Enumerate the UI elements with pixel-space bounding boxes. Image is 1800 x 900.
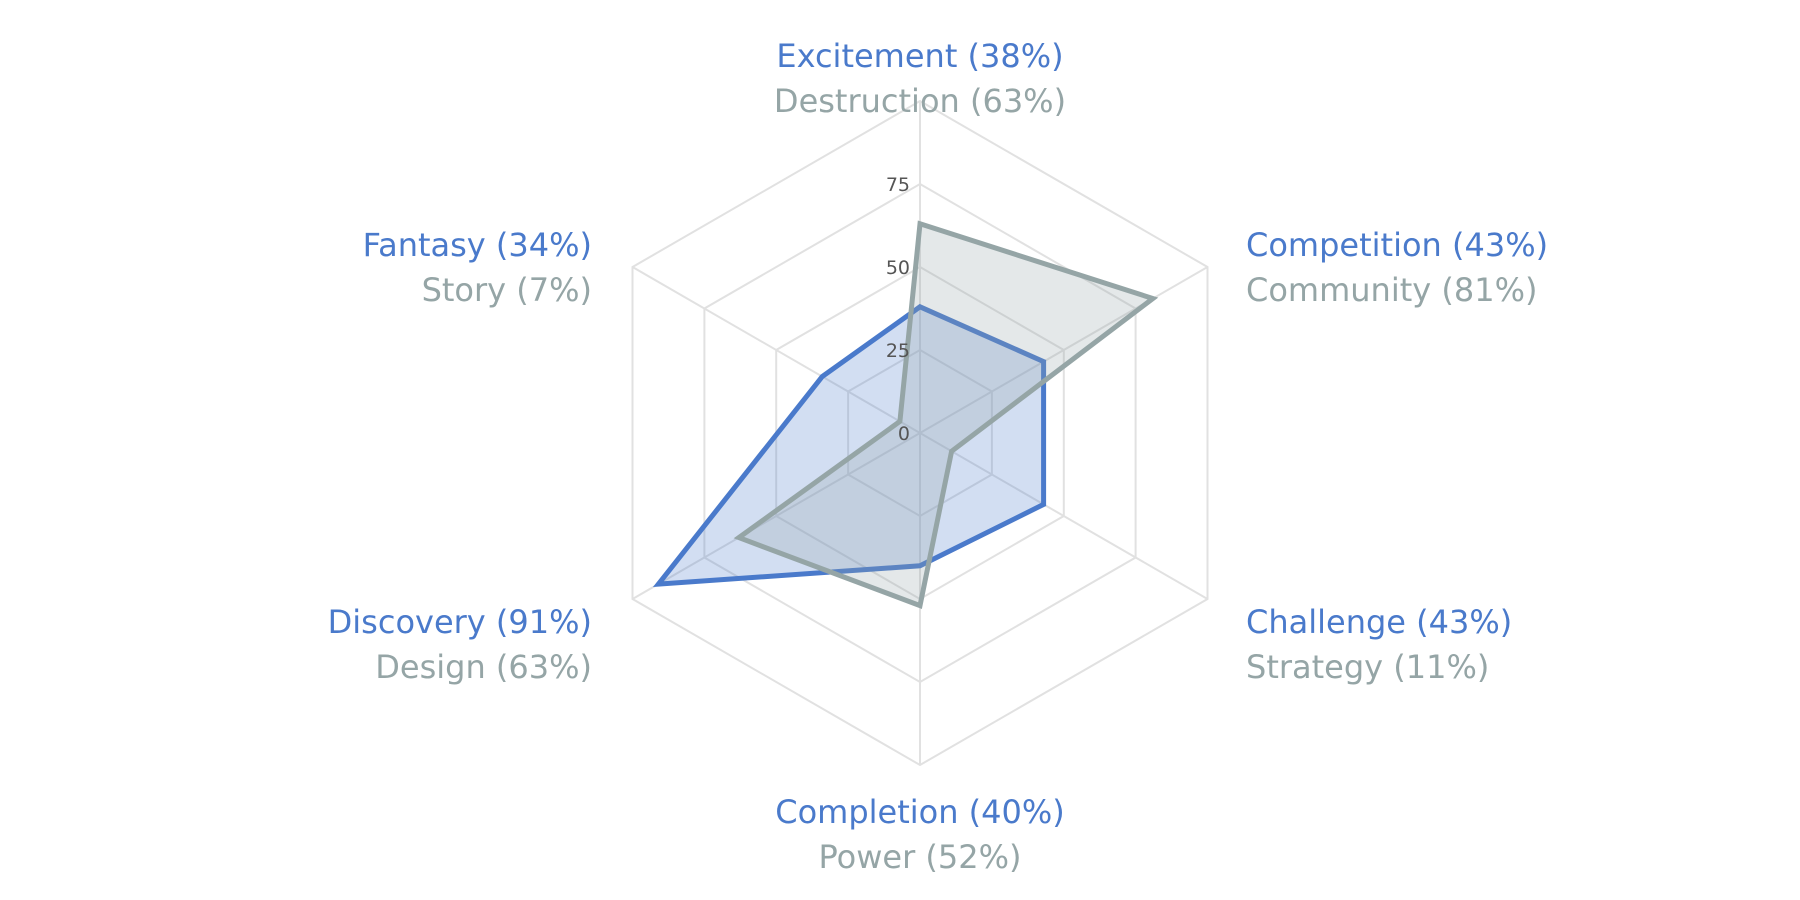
- axis-label-completion: Completion (40%) Power (52%): [775, 793, 1065, 876]
- axis-label-fantasy: Fantasy (34%) Story (7%): [363, 226, 592, 309]
- series-secondary-motivations: [733, 220, 1159, 609]
- axis-label-secondary-design: Design (63%): [375, 648, 592, 686]
- radar-series: [652, 220, 1159, 609]
- axis-label-competition: Competition (43%) Community (81%): [1246, 226, 1548, 309]
- radial-tick-labels: 0 25 50 75: [886, 174, 910, 445]
- axis-label-primary-fantasy: Fantasy (34%): [363, 226, 592, 264]
- axis-label-challenge: Challenge (43%) Strategy (11%): [1246, 603, 1512, 686]
- tick-label-75: 75: [886, 174, 910, 196]
- axis-label-secondary-story: Story (7%): [422, 271, 592, 309]
- grid-spoke-fantasy: [631, 266, 921, 434]
- grid-spoke-discovery: [631, 432, 921, 600]
- axis-label-secondary-destruction: Destruction (63%): [774, 82, 1066, 120]
- grid-spoke-challenge: [919, 432, 1209, 600]
- axis-labels: Excitement (38%) Destruction (63%) Competi…: [328, 37, 1548, 876]
- tick-label-50: 50: [886, 257, 910, 279]
- axis-label-primary-discovery: Discovery (91%): [328, 603, 592, 641]
- axis-label-discovery: Discovery (91%) Design (63%): [328, 603, 592, 686]
- axis-label-primary-competition: Competition (43%): [1246, 226, 1548, 264]
- axis-label-secondary-power: Power (52%): [818, 838, 1021, 876]
- grid-spoke-competition: [919, 266, 1209, 434]
- axis-label-primary-challenge: Challenge (43%): [1246, 603, 1512, 641]
- axis-label-excitement: Excitement (38%) Destruction (63%): [774, 37, 1066, 120]
- axis-label-primary-completion: Completion (40%): [775, 793, 1065, 831]
- tick-label-25: 25: [886, 340, 910, 362]
- tick-label-0: 0: [898, 423, 910, 445]
- axis-label-secondary-community: Community (81%): [1246, 271, 1537, 309]
- axis-label-secondary-strategy: Strategy (11%): [1246, 648, 1489, 686]
- axis-label-primary-excitement: Excitement (38%): [776, 37, 1063, 75]
- series-primary-motivations: [652, 303, 1047, 587]
